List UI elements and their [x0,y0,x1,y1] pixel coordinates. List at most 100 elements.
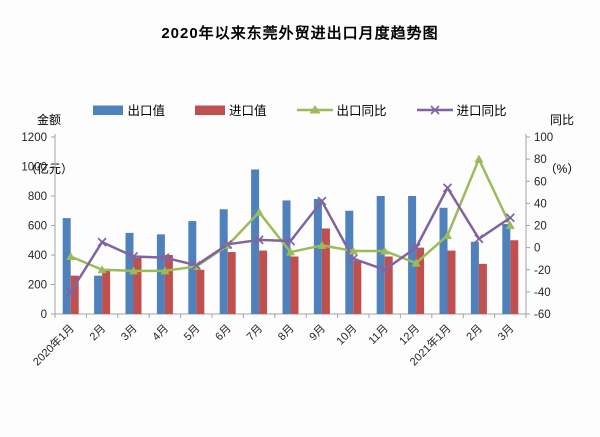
right-axis-tick-label: -40 [534,287,551,299]
category-label: 7月 [245,323,266,344]
legend-item-import-value: 进口值 [194,100,267,119]
marker-x [442,183,453,193]
marker-x [411,243,421,253]
marker-x [191,260,201,270]
bar-export [94,275,103,314]
category-label: 9月 [307,323,328,344]
legend-label: 进口同比 [456,104,507,118]
marker-x [223,239,233,249]
import-bar-swatch-icon [194,104,225,116]
marker-x [317,196,327,206]
bar-import [353,260,362,314]
right-axis-tick-label: -20 [534,265,551,277]
legend-label: 出口同比 [336,104,387,118]
legend-item-export-value: 出口值 [93,100,165,119]
marker-triangle [160,266,170,275]
right-axis-tick-label: -60 [534,309,551,321]
category-label: 6月 [213,323,234,344]
marker-x [285,236,296,246]
right-axis-tick-label: 0 [534,243,540,255]
category-label: 10月 [334,323,359,348]
bar-import [290,256,299,314]
category-label: 4月 [150,323,171,344]
left-axis-tick-label: 0 [41,309,47,321]
bar-import [227,252,236,314]
right-axis-tick-label: 20 [534,221,547,233]
chart-legend: 出口值 进口值 出口同比 进口同比 [0,100,600,119]
marker-x [348,254,358,264]
category-label: 11月 [366,323,390,347]
legend-label: 出口值 [127,104,165,118]
marker-triangle [129,266,138,275]
left-axis-unit-line2: （亿元） [24,161,73,176]
bar-export [470,241,479,314]
category-label: 5月 [182,323,203,344]
legend-item-export-yoy: 出口同比 [296,100,387,119]
left-axis-tick-label: 1000 [21,162,47,174]
category-label: 2月 [88,323,109,344]
right-axis-tick-label: 60 [534,176,547,188]
bar-import [478,263,487,314]
legend-item-import-yoy: 进口同比 [416,100,507,119]
bar-import [164,255,173,314]
category-label: 12月 [397,323,422,348]
marker-triangle [317,240,327,249]
marker-x [160,252,170,263]
right-axis-tick-label: 80 [534,154,547,166]
bar-export [282,200,291,314]
marker-x [505,213,515,223]
marker-x [66,287,76,297]
marker-triangle [443,230,452,239]
bar-import [447,250,456,314]
marker-triangle [505,221,515,229]
bar-import [259,250,268,314]
bar-import [102,269,111,314]
bar-import [384,256,393,314]
marker-triangle [254,207,264,216]
category-label: 3月 [496,323,517,344]
marker-x [380,265,390,275]
bar-export [408,196,417,314]
marker-triangle [66,251,76,260]
export-bar-swatch-icon [93,104,124,116]
chart-title: 2020年以来东莞外贸进出口月度趋势图 [161,25,439,42]
category-label: 2月 [464,323,485,344]
line-x-marker-icon [416,104,453,116]
bar-export [313,198,322,314]
left-axis-tick-label: 200 [28,280,47,292]
bar-export [502,224,511,314]
line-triangle-marker-icon [296,104,333,116]
bar-import [321,228,330,314]
bar-export [125,232,134,314]
bar-export [62,218,71,314]
marker-triangle [474,154,484,163]
bar-export [439,207,448,314]
right-axis-tick-label: 40 [534,198,547,210]
legend-label: 进口值 [228,104,267,118]
bar-import [510,240,519,314]
right-axis-unit-label: 同比 （%） [526,80,598,210]
bar-export [251,169,260,314]
marker-triangle [348,246,358,255]
marker-x [474,234,484,244]
category-label: 2020年1月 [30,321,77,368]
right-axis-unit-line2: （%） [544,161,580,176]
right-axis-tick-label: 100 [534,132,553,144]
marker-x [97,237,107,247]
marker-triangle [97,265,107,274]
category-label: 8月 [276,323,297,344]
left-axis-tick-label: 800 [28,191,47,203]
bar-import [196,269,205,314]
left-axis-tick-label: 1200 [21,132,47,144]
right-axis-unit-line1: 同比 [549,113,574,128]
marker-x [128,251,139,262]
bar-export [219,209,228,314]
marker-triangle [411,258,421,267]
marker-triangle [380,246,390,255]
bar-import [416,247,425,314]
category-label: 3月 [119,323,140,344]
marker-triangle [286,247,295,256]
left-axis-tick-label: 400 [28,250,47,262]
